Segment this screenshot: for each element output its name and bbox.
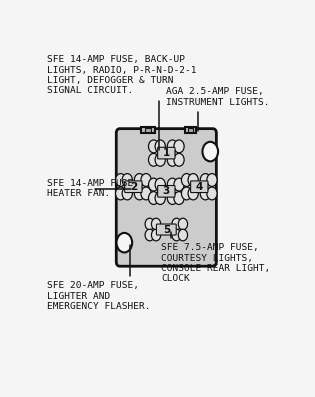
FancyBboxPatch shape: [116, 129, 216, 266]
Circle shape: [200, 173, 210, 187]
Circle shape: [155, 192, 165, 204]
Circle shape: [141, 187, 151, 200]
Bar: [185, 127, 196, 133]
Circle shape: [155, 153, 165, 166]
Circle shape: [200, 187, 210, 200]
Circle shape: [152, 218, 161, 230]
Circle shape: [134, 173, 145, 187]
FancyBboxPatch shape: [157, 224, 176, 235]
Text: 2: 2: [130, 182, 137, 192]
Bar: [141, 127, 155, 133]
Circle shape: [172, 218, 181, 230]
Circle shape: [174, 192, 184, 204]
Circle shape: [207, 187, 217, 200]
Circle shape: [145, 229, 154, 241]
Circle shape: [152, 229, 161, 241]
Circle shape: [122, 187, 132, 200]
Circle shape: [167, 153, 178, 166]
Circle shape: [178, 218, 187, 230]
Circle shape: [203, 142, 218, 161]
Circle shape: [117, 233, 132, 252]
Circle shape: [174, 153, 184, 166]
Circle shape: [145, 218, 154, 230]
FancyBboxPatch shape: [158, 185, 175, 197]
Circle shape: [188, 173, 198, 187]
Circle shape: [148, 178, 159, 191]
Circle shape: [174, 178, 184, 191]
Circle shape: [148, 153, 159, 166]
Text: SFE 14-AMP FUSE,
HEATER FAN.: SFE 14-AMP FUSE, HEATER FAN.: [47, 179, 139, 198]
Circle shape: [155, 140, 165, 153]
Text: 3: 3: [163, 186, 170, 196]
Circle shape: [188, 187, 198, 200]
Circle shape: [141, 173, 151, 187]
Circle shape: [148, 140, 159, 153]
Circle shape: [167, 178, 178, 191]
Bar: [145, 128, 151, 132]
Circle shape: [207, 173, 217, 187]
FancyBboxPatch shape: [125, 181, 142, 193]
Circle shape: [181, 187, 192, 200]
Circle shape: [134, 187, 145, 200]
Text: 5: 5: [163, 225, 170, 235]
Text: 1: 1: [163, 148, 170, 158]
Circle shape: [181, 173, 192, 187]
FancyBboxPatch shape: [191, 181, 208, 193]
Text: 4: 4: [196, 182, 203, 192]
Circle shape: [116, 173, 126, 187]
Text: AGA 2.5-AMP FUSE,
INSTRUMENT LIGHTS.: AGA 2.5-AMP FUSE, INSTRUMENT LIGHTS.: [166, 87, 270, 131]
FancyBboxPatch shape: [158, 147, 175, 159]
Bar: [188, 128, 193, 132]
Circle shape: [116, 187, 126, 200]
Circle shape: [172, 229, 181, 241]
Circle shape: [174, 140, 184, 153]
Text: SFE 20-AMP FUSE,
LIGHTER AND
EMERGENCY FLASHER.: SFE 20-AMP FUSE, LIGHTER AND EMERGENCY F…: [47, 245, 150, 311]
Circle shape: [178, 229, 187, 241]
Circle shape: [167, 140, 178, 153]
Text: SFE 14-AMP FUSE, BACK-UP
LIGHTS, RADIO, P-R-N-D-2-1
LIGHT, DEFOGGER & TURN
SIGNA: SFE 14-AMP FUSE, BACK-UP LIGHTS, RADIO, …: [47, 55, 196, 150]
Circle shape: [122, 173, 132, 187]
Text: SFE 7.5-AMP FUSE,
COURTESY LIGHTS,
CONSOLE REAR LIGHT,
CLOCK: SFE 7.5-AMP FUSE, COURTESY LIGHTS, CONSO…: [161, 232, 271, 283]
Circle shape: [167, 192, 178, 204]
Circle shape: [155, 178, 165, 191]
Circle shape: [148, 192, 159, 204]
